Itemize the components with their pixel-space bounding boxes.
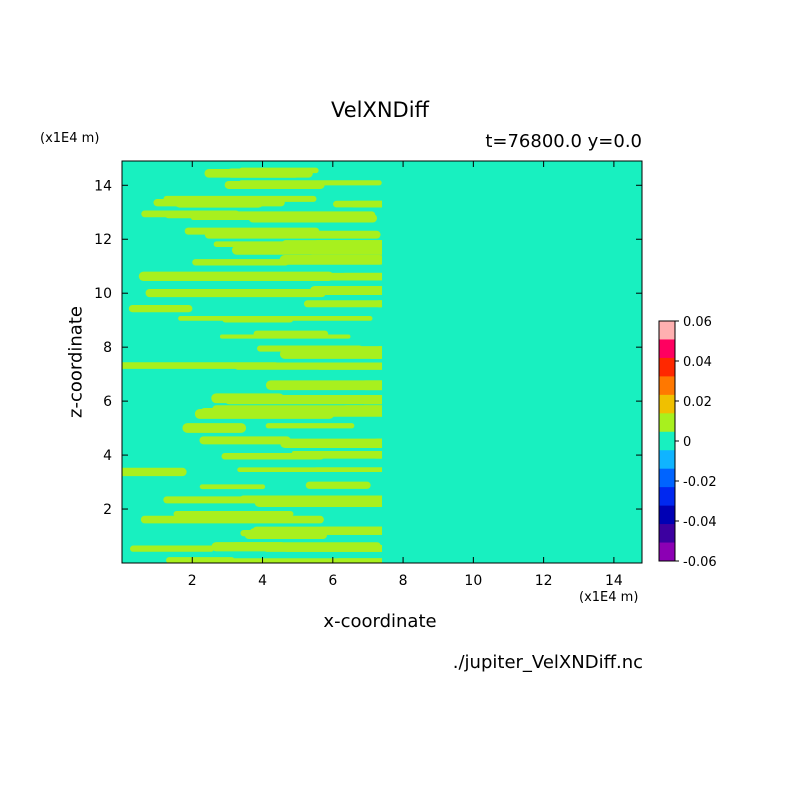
contour-band-positive — [145, 288, 326, 298]
contour-band-positive — [375, 300, 382, 308]
contour-band-positive — [300, 394, 382, 403]
contour-band-positive — [239, 495, 382, 502]
contour-band-positive — [313, 467, 382, 473]
x-axis-unit: (x1E4 m) — [579, 590, 639, 605]
contour-band-positive — [341, 405, 382, 414]
contour-band-positive — [340, 272, 382, 281]
contour-band-positive — [219, 334, 351, 339]
contour-band-positive — [138, 271, 334, 281]
contour-band-positive — [238, 180, 382, 186]
colorbar: 0.06 0.04 0.02 0 -0.02 -0.04 -0.06 — [658, 315, 717, 570]
colorbar-swatch — [659, 357, 675, 377]
contour-band-positive — [130, 545, 215, 552]
z-axis-unit: (x1E4 m) — [40, 131, 100, 146]
contour-band-positive — [166, 557, 235, 563]
colorbar-swatch — [659, 505, 675, 525]
x-tick-label: 12 — [535, 573, 553, 589]
plot-frame — [121, 160, 643, 564]
colorbar-tick-label: -0.04 — [683, 515, 717, 530]
contour-band-positive — [230, 558, 382, 563]
colorbar-swatch — [659, 394, 675, 414]
y-tick-label: 10 — [94, 286, 112, 302]
colorbar-swatch — [659, 542, 675, 562]
x-tick-label: 10 — [464, 573, 482, 589]
contour-band-positive — [315, 362, 382, 370]
colorbar-swatch — [659, 431, 675, 451]
x-tick-label: 2 — [188, 573, 197, 589]
colorbar-swatch — [659, 321, 675, 340]
contour-band-positive — [279, 255, 382, 265]
y-tick-label: 6 — [103, 394, 112, 410]
colorbar-tick-label: 0.02 — [683, 395, 712, 410]
contour-band-positive — [163, 195, 317, 202]
z-axis-label: z-coordinate — [65, 306, 87, 418]
contour-band-positive — [305, 481, 371, 489]
contour-band-positive — [173, 510, 294, 517]
colorbar-swatch — [659, 468, 675, 488]
colorbar-swatch — [659, 524, 675, 544]
contour-band-positive — [128, 304, 193, 313]
y-tick-label: 12 — [94, 232, 112, 248]
contour-band-positive — [350, 200, 382, 208]
x-tick-label: 8 — [399, 573, 408, 589]
y-tick-label: 8 — [103, 340, 112, 356]
colorbar-tick-label: -0.06 — [683, 555, 717, 570]
chart-title: VelXNDiff — [330, 98, 430, 122]
colorbar-tick-label: 0.04 — [683, 355, 712, 370]
y-tick-label: 14 — [94, 178, 112, 194]
contour-band-positive — [313, 240, 382, 248]
contour-band-positive — [140, 515, 324, 524]
x-tick-label: 6 — [328, 573, 337, 589]
contour-band-positive — [122, 467, 187, 477]
contour-band-positive — [312, 346, 382, 351]
chart-subtitle: t=76800.0 y=0.0 — [485, 131, 642, 152]
contour-band-positive — [303, 300, 382, 308]
x-tick-label: 4 — [258, 573, 267, 589]
contour-band-positive — [178, 315, 373, 321]
colorbar-swatch — [659, 450, 675, 470]
colorbar-tick-label: 0.06 — [683, 315, 712, 330]
colorbar-tick-label: -0.02 — [683, 475, 717, 490]
contour-band-positive — [192, 259, 289, 266]
contour-band-positive — [354, 286, 382, 295]
contour-band-positive — [184, 227, 320, 235]
contour-band-positive — [371, 438, 382, 449]
contour-band-positive — [211, 393, 285, 404]
contour-band-positive — [279, 349, 382, 359]
contour-band-positive — [263, 545, 382, 552]
contour-band-positive — [248, 213, 377, 223]
contour-band-positive — [360, 380, 382, 391]
x-axis-label: x-coordinate — [323, 611, 437, 632]
contour-band-positive — [182, 423, 247, 433]
source-file-label: ./jupiter_VelXNDiff.nc — [452, 652, 643, 673]
contour-band-positive — [199, 484, 266, 490]
contour-band-positive — [265, 423, 355, 429]
contour-field — [122, 167, 382, 563]
colorbar-swatch — [659, 376, 675, 396]
contour-band-positive — [280, 438, 382, 449]
colorbar-swatch — [659, 339, 675, 359]
colorbar-tick-label: 0 — [683, 435, 691, 450]
contour-band-positive — [366, 349, 382, 359]
contour-band-positive — [204, 168, 313, 178]
colorbar-swatch — [659, 487, 675, 507]
contour-band-positive — [240, 529, 322, 537]
contour-band-positive — [231, 245, 382, 255]
contour-band-positive — [291, 450, 382, 456]
contour-band-positive — [141, 210, 240, 218]
contour-band-positive — [317, 526, 382, 535]
y-tick-label: 4 — [103, 448, 112, 464]
contour-band-positive — [199, 436, 291, 445]
colorbar-swatch — [659, 413, 675, 433]
contour-band-positive — [194, 408, 335, 419]
plot-axes: 2 4 6 8 10 12 14 2 4 6 8 10 12 14 — [94, 160, 643, 589]
y-tick-label: 2 — [103, 502, 112, 518]
x-tick-label: 14 — [605, 573, 623, 589]
contour-band-positive — [377, 346, 382, 351]
contour-band-positive — [274, 380, 382, 388]
contour-band-positive — [379, 255, 382, 265]
